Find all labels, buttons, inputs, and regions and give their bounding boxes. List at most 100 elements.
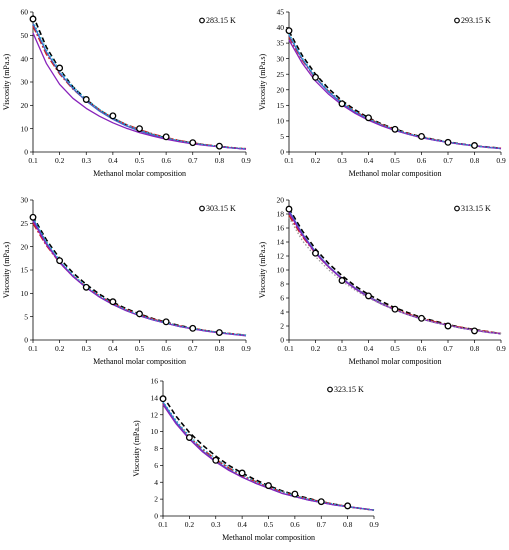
data-point — [338, 100, 346, 108]
data-point — [444, 322, 452, 330]
x-tick-label: 0.4 — [108, 156, 118, 165]
x-tick-label: 0.6 — [161, 344, 171, 353]
y-tick-label: 20 — [21, 101, 29, 110]
legend-marker — [327, 386, 333, 393]
data-point — [82, 96, 90, 103]
x-tick-label: 0.4 — [364, 344, 374, 353]
y-tick-label: 35 — [277, 39, 285, 48]
y-tick-label: 25 — [21, 219, 29, 228]
y-tick-label: 4 — [280, 308, 284, 317]
y-tick-label: 0 — [24, 148, 28, 157]
x-tick-label: 0.8 — [215, 156, 225, 165]
data-point — [317, 498, 325, 506]
y-tick-label: 6 — [154, 461, 158, 470]
y-tick-label: 50 — [21, 31, 29, 40]
y-tick-label: 16 — [277, 224, 285, 233]
x-tick-label: 0.5 — [390, 344, 400, 353]
y-tick-label: 6 — [280, 294, 284, 303]
x-tick-label: 0.6 — [417, 156, 427, 165]
panel-3: 0.1 0.2 0.3 0.4 0.5 0.6 0.7 0.8 0.9 0 5 10 15 20 25 30 M… — [2, 196, 251, 366]
data-point — [265, 482, 272, 490]
series-line-cyan-dot — [32, 217, 247, 336]
y-tick-label: 16 — [151, 377, 159, 386]
legend-label: 303.15 K — [206, 204, 236, 213]
data-point — [391, 125, 399, 133]
legend-marker — [454, 205, 460, 212]
data-point — [56, 257, 64, 265]
y-tick-label: 20 — [21, 242, 29, 251]
x-tick-label: 0.6 — [161, 156, 171, 165]
panel-5: 0.1 0.2 0.3 0.4 0.5 0.6 0.7 0.8 0.9 0 2 4 6 8 10 12 14 16… — [132, 377, 379, 542]
data-point — [471, 142, 478, 149]
legend-marker — [199, 205, 205, 212]
legend-marker — [454, 17, 460, 24]
data-point — [285, 27, 293, 35]
y-tick-label: 30 — [277, 54, 285, 63]
series-line-black-dash — [288, 207, 502, 335]
legend-label: 293.15 K — [461, 16, 491, 25]
y-tick-label: 40 — [277, 23, 285, 32]
data-point — [189, 139, 197, 147]
x-tick-label: 0.9 — [241, 344, 251, 353]
data-point — [109, 298, 117, 306]
data-point — [312, 73, 319, 81]
y-tick-label: 10 — [151, 427, 159, 436]
data-point — [109, 112, 117, 120]
series-line-black-dash — [162, 395, 375, 511]
x-tick-label: 0.4 — [237, 520, 247, 529]
y-tick-label: 2 — [154, 495, 158, 504]
series-line-grey-dot — [288, 217, 502, 335]
legend-label: 313.15 K — [461, 204, 491, 213]
series-line-blue-solid — [288, 210, 502, 335]
x-tick-label: 0.8 — [470, 156, 480, 165]
x-tick-label: 0.2 — [55, 156, 65, 165]
x-tick-label: 0.1 — [284, 344, 294, 353]
x-tick-label: 0.9 — [241, 156, 251, 165]
data-point — [189, 324, 197, 332]
y-tick-label: 10 — [21, 289, 29, 298]
y-tick-label: 15 — [277, 101, 285, 110]
x-tick-label: 0.6 — [290, 520, 300, 529]
x-tick-label: 0.3 — [337, 344, 347, 353]
data-point — [312, 249, 319, 257]
data-point — [418, 314, 425, 322]
data-point — [418, 132, 425, 140]
x-tick-label: 0.3 — [337, 156, 347, 165]
x-axis-label: Methanol molar composition — [93, 357, 186, 366]
data-point — [365, 114, 372, 122]
x-tick-label: 0.6 — [417, 344, 427, 353]
x-tick-label: 0.5 — [264, 520, 274, 529]
data-point — [338, 277, 346, 284]
series-line-purple-solid — [162, 404, 375, 511]
x-tick-label: 0.2 — [311, 156, 321, 165]
y-tick-label: 60 — [21, 8, 29, 17]
y-axis-label: Viscosity (mPa.s) — [2, 53, 11, 110]
y-tick-label: 14 — [277, 238, 285, 247]
data-point — [212, 456, 220, 464]
series-line-red-dashdot — [162, 403, 375, 511]
data-point — [162, 133, 170, 141]
data-point — [29, 15, 37, 23]
panel-4: 0.1 0.2 0.3 0.4 0.5 0.6 0.7 0.8 0.9 0 2 4 6 8 10 12 14 16… — [258, 196, 506, 366]
x-tick-label: 0.7 — [317, 520, 327, 529]
y-tick-label: 10 — [277, 116, 285, 125]
y-tick-label: 30 — [21, 78, 29, 87]
x-tick-label: 0.1 — [28, 156, 38, 165]
series-line-purple-solid — [32, 32, 247, 150]
x-tick-label: 0.8 — [470, 344, 480, 353]
data-point — [344, 502, 352, 510]
series-line-red-dashdot — [32, 222, 247, 337]
x-axis-label: Methanol molar composition — [349, 357, 442, 366]
y-axis-label: Viscosity (mPa.s) — [258, 241, 267, 298]
x-tick-label: 0.9 — [496, 344, 506, 353]
x-axis-label: Methanol molar composition — [349, 169, 442, 178]
x-axis-label: Methanol molar composition — [93, 169, 186, 178]
data-point — [185, 434, 193, 441]
y-tick-label: 12 — [151, 410, 159, 419]
series-line-purple-solid — [32, 220, 247, 337]
x-tick-label: 0.3 — [82, 156, 92, 165]
x-tick-label: 0.7 — [188, 156, 198, 165]
series-line-cyan-dot — [162, 400, 375, 511]
x-tick-label: 0.7 — [188, 344, 198, 353]
